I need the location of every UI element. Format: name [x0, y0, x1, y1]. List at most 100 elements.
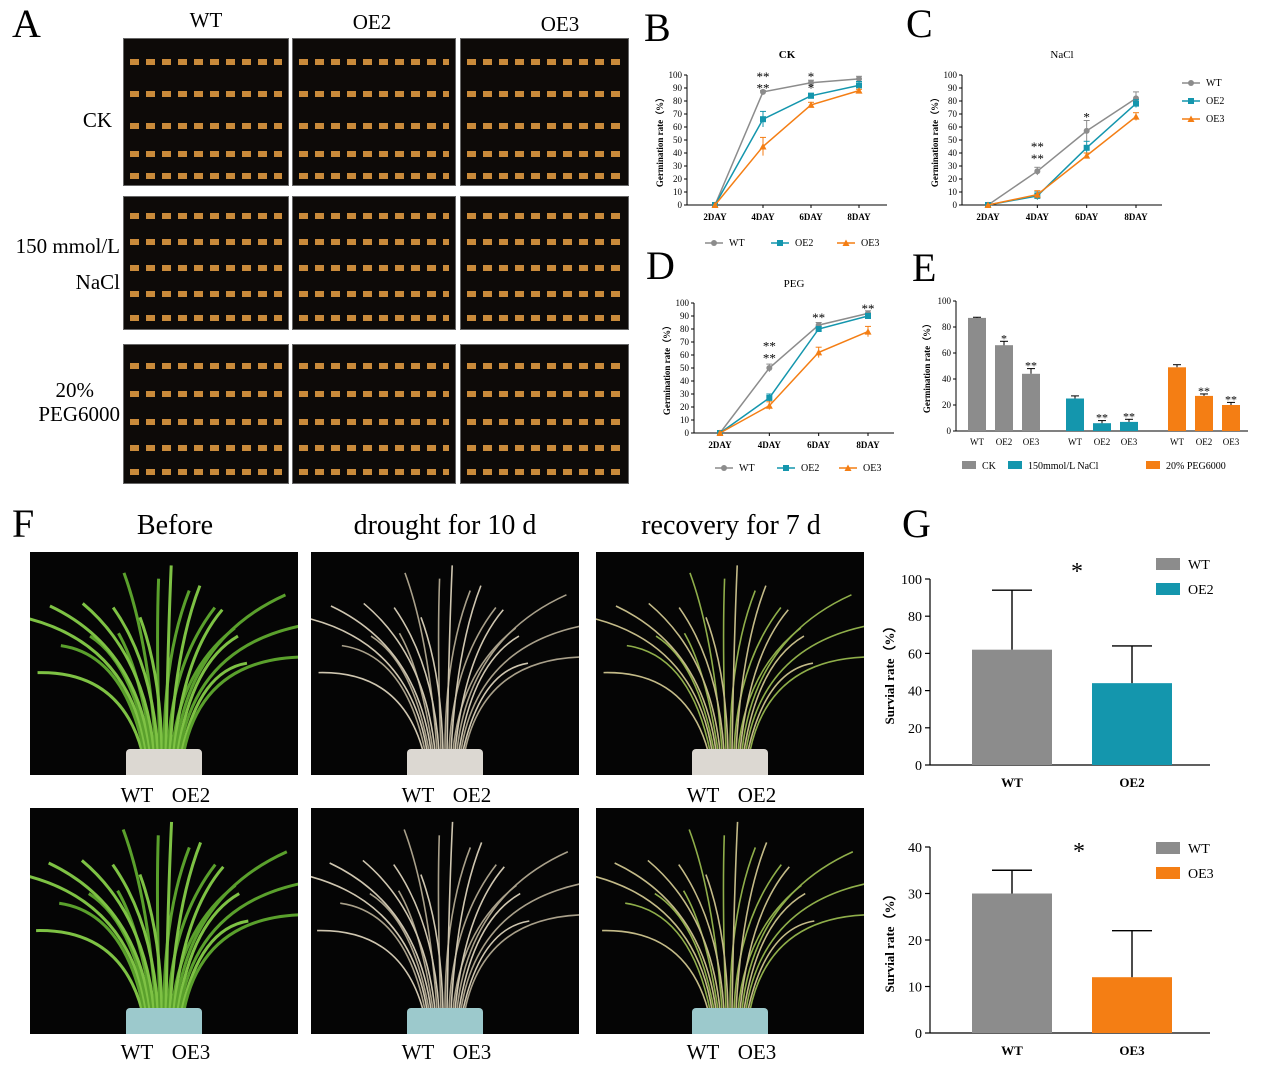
plant-leaves: [30, 821, 298, 1011]
significance-star: **: [812, 310, 825, 325]
y-tick-label: 10: [908, 981, 922, 996]
data-point-wt: [760, 88, 766, 95]
chart-b: 0 10 20 30 40 50 60 70 80 90 100 2DAY 4DAY 6DAY 8DAY CK…: [655, 49, 887, 249]
x-tick-label: 4DAY: [1026, 212, 1050, 222]
y-tick-label: 100: [669, 70, 683, 80]
y-axis-label: Survial rate（%）: [882, 619, 897, 724]
plant-caption-oe3: OE3: [171, 1040, 211, 1064]
y-tick-label: 10: [673, 187, 683, 197]
y-tick-label: 60: [908, 647, 922, 662]
legend-label: OE3: [1188, 867, 1214, 882]
y-tick-label: 30: [673, 161, 683, 171]
bar-wt: [972, 649, 1052, 765]
x-tick-label: OE2: [1094, 437, 1111, 447]
legend-label-wt: WT: [739, 463, 755, 474]
y-tick-label: 0: [947, 426, 952, 436]
x-tick-label: 2DAY: [976, 212, 1000, 222]
y-tick-label: 90: [673, 83, 683, 93]
x-tick-label: 8DAY: [847, 212, 871, 222]
y-tick-label: 80: [673, 96, 683, 106]
y-tick-label: 100: [676, 298, 690, 308]
legend-label-oe2: OE2: [1206, 96, 1224, 107]
y-tick-label: 50: [673, 135, 683, 145]
panel-e-letter: E: [912, 245, 937, 290]
y-tick-label: 80: [908, 610, 922, 625]
data-point-oe3: [807, 101, 815, 108]
legend-marker: [842, 239, 850, 246]
panel-f-letter: F: [12, 501, 35, 546]
condition-before: Before: [136, 510, 214, 541]
y-tick-label: 60: [942, 348, 952, 358]
x-tick-label: 2DAY: [708, 440, 732, 450]
y-tick-label: 70: [673, 109, 683, 119]
panel-g-letter: G: [902, 501, 931, 546]
y-tick-label: 80: [680, 324, 690, 334]
legend-marker: [1188, 98, 1194, 104]
bar-wt: [1066, 398, 1084, 431]
plant-caption-oe3: OE3: [737, 1040, 777, 1064]
bar-wt: [972, 893, 1052, 1033]
significance-star: *: [1001, 331, 1007, 345]
y-tick-label: 10: [680, 415, 690, 425]
plant-caption-wt: WT: [401, 1040, 435, 1064]
series-line-oe3: [719, 330, 869, 434]
legend-swatch: [1146, 461, 1160, 469]
data-point-oe3: [1132, 113, 1140, 120]
x-tick-label: 2DAY: [703, 212, 727, 222]
plant-photo-oe3-2: [596, 808, 864, 1034]
panel-a-column-oe3: OE3: [540, 12, 580, 36]
legend-label: WT: [1188, 842, 1210, 857]
seed-photo-ck-oe3: [460, 38, 629, 186]
significance-star: **: [1123, 409, 1135, 423]
legend-label-oe3: OE3: [1206, 114, 1224, 125]
data-point-oe3: [984, 201, 992, 208]
legend-label-wt: WT: [1206, 78, 1222, 89]
plant-caption-oe2: OE2: [737, 783, 777, 807]
legend-marker: [1187, 115, 1195, 122]
y-tick-label: 60: [673, 122, 683, 132]
data-point-oe3: [711, 201, 719, 208]
x-tick-label: WT: [1068, 437, 1082, 447]
significance-star: **: [1031, 151, 1044, 166]
plant-photo-oe3-1: [311, 808, 579, 1034]
seed-photo-nacl-wt: [123, 196, 289, 330]
bar-oe3: [1092, 977, 1172, 1033]
legend-label-oe2: OE2: [801, 463, 819, 474]
panel-a-column-wt: WT: [189, 8, 223, 32]
bar-oe3: [1022, 373, 1040, 431]
significance-star: *: [808, 81, 815, 96]
panel-c-letter: C: [906, 1, 933, 46]
legend-swatch: [1156, 583, 1180, 595]
chart-title: NaCl: [1050, 49, 1073, 61]
significance-star: **: [1025, 359, 1037, 373]
y-axis-label: Germination rate（%）: [655, 93, 665, 187]
chart-title: CK: [779, 49, 796, 61]
y-tick-label: 20: [942, 400, 952, 410]
y-tick-label: 20: [948, 174, 958, 184]
plant-leaves: [596, 821, 864, 1011]
x-tick-label: WT: [1170, 437, 1184, 447]
data-point-oe3: [864, 328, 872, 335]
chart-d: 0 10 20 30 40 50 60 70 80 90 100 2DAY 4DAY 6DAY 8DAY PE…: [662, 278, 894, 474]
data-point-wt: [1034, 168, 1041, 175]
plant-caption-wt: WT: [120, 1040, 154, 1064]
significance-star: *: [808, 69, 815, 84]
plant-leaves: [596, 565, 864, 752]
x-tick-label: OE3: [1119, 1043, 1145, 1058]
legend-marker: [844, 464, 852, 471]
seed-photo-peg-oe3: [460, 344, 629, 484]
legend-swatch: [1008, 461, 1022, 469]
chart-e: 0 20 40 60 80 100 Germination rate（%） WT * OE2 ** O…: [922, 296, 1248, 472]
significance-star: **: [757, 81, 770, 96]
plant-caption-wt: WT: [401, 783, 435, 807]
panel-b-letter: B: [644, 5, 671, 50]
x-tick-label: WT: [1001, 775, 1023, 790]
y-tick-label: 0: [953, 200, 958, 210]
y-tick-label: 50: [680, 363, 690, 373]
legend-marker: [1188, 80, 1194, 86]
plant-caption-oe2: OE2: [452, 783, 492, 807]
data-point-oe3: [1083, 152, 1091, 159]
plant-pot: [126, 749, 202, 775]
data-point-wt: [766, 365, 773, 371]
significance-star: *: [1071, 559, 1083, 585]
